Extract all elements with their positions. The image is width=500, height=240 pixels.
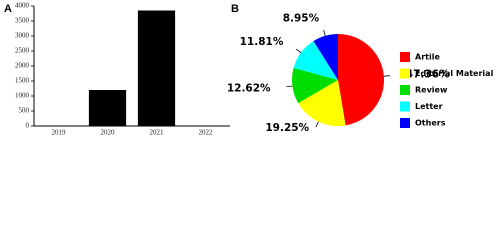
value-label: 11.81%: [240, 36, 284, 48]
legend-swatch: [400, 118, 410, 128]
legend-swatch: [400, 101, 410, 112]
pie-slice: [291, 67, 338, 104]
legend-label: Others: [415, 119, 446, 128]
legend-swatch: [400, 85, 410, 95]
legend-label: Review: [415, 86, 448, 95]
value-label: 47.36%: [406, 69, 450, 81]
legend-swatch: [400, 52, 410, 62]
figure: A B 0 500 1000 1500 2000 2500 3000 3500 4000 2019…: [4, 2, 494, 136]
x-tick-label: 2022: [199, 129, 214, 136]
y-tick-label: 3500: [15, 17, 30, 25]
leader-line: [286, 85, 293, 88]
legend-label: Letter: [415, 102, 443, 111]
bar: [88, 90, 127, 126]
pie-slice: [338, 34, 385, 126]
x-tick-label: 2021: [150, 129, 165, 136]
pie-slice: [313, 34, 338, 80]
y-tick-label: 1500: [15, 77, 30, 85]
legend-label: Editorial Material: [415, 69, 494, 78]
value-label: 19.25%: [265, 122, 309, 134]
panel-label: A: [4, 3, 12, 15]
y-tick-label: 500: [19, 107, 30, 115]
x-tick-label: 2019: [52, 129, 67, 136]
pie-slice: [298, 80, 346, 126]
panel-label: B: [231, 3, 239, 15]
y-tick-label: 2500: [15, 47, 30, 55]
value-label: 8.95%: [283, 13, 320, 25]
pie-slice: [293, 41, 338, 80]
leader-line: [295, 48, 302, 53]
y-tick-label: 3000: [15, 32, 30, 40]
x-tick-label: 2020: [101, 129, 116, 136]
legend-swatch: [400, 68, 410, 79]
leader-line: [315, 121, 319, 128]
value-label: 12.62%: [227, 82, 271, 94]
leader-line: [323, 29, 326, 36]
y-tick-label: 2000: [15, 62, 30, 70]
y-tick-label: 4000: [15, 2, 30, 10]
legend-label: Artile: [415, 53, 440, 62]
bar: [137, 10, 176, 126]
y-tick-label: 1000: [15, 92, 30, 100]
y-tick-label: 0: [26, 122, 30, 130]
